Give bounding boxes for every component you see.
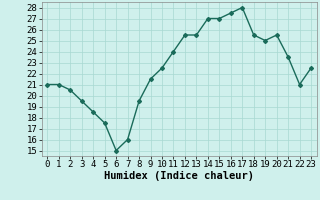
X-axis label: Humidex (Indice chaleur): Humidex (Indice chaleur)	[104, 171, 254, 181]
